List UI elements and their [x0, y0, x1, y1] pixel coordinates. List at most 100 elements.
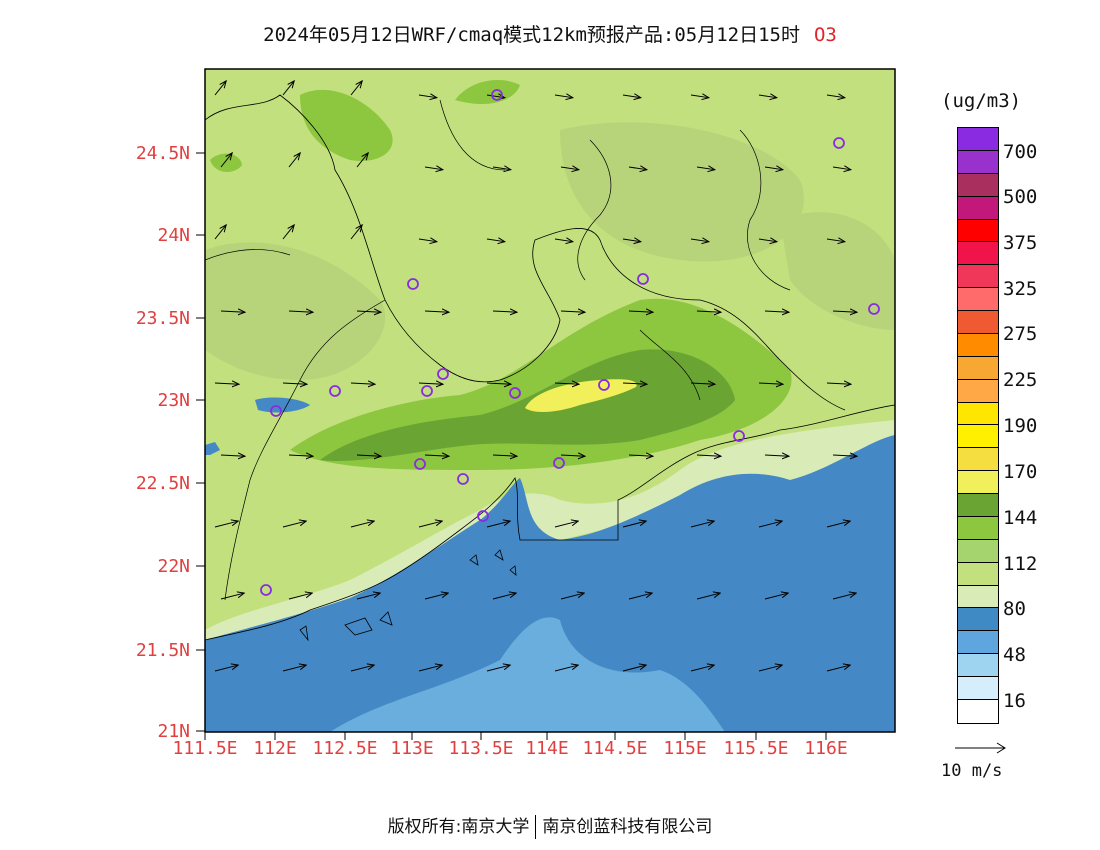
wind-arrow — [282, 383, 307, 384]
legend-label: 500 — [1003, 186, 1038, 208]
x-tick-label: 116E — [804, 738, 848, 759]
legend-color-box — [958, 402, 998, 426]
monitoring-station-marker — [637, 273, 649, 285]
wind-arrow — [690, 383, 715, 384]
wind-arrow — [622, 95, 641, 98]
wind-arrow — [220, 311, 245, 312]
legend-color-box — [958, 425, 998, 449]
wind-arrow — [622, 239, 641, 242]
x-tick-label: 112.5E — [312, 738, 378, 759]
monitoring-station-marker — [509, 387, 521, 399]
wind-vectors — [214, 81, 857, 672]
wind-arrow — [554, 239, 573, 242]
x-tick-label: 111.5E — [172, 738, 238, 759]
x-tick-label: 115E — [663, 738, 707, 759]
wind-arrow — [350, 665, 374, 672]
legend-unit: (ug/m3) — [941, 90, 1022, 112]
wind-arrow — [356, 455, 381, 456]
wind-arrow — [220, 153, 232, 168]
monitoring-station-marker — [260, 584, 272, 596]
legend-color-box — [958, 562, 998, 586]
legend-label: 16 — [1003, 690, 1026, 712]
footer-right: 南京创蓝科技有限公司 — [542, 817, 713, 837]
wind-arrow — [356, 153, 368, 168]
wind-arrow — [418, 521, 442, 528]
legend-color-box — [958, 356, 998, 380]
legend-color-box — [958, 219, 998, 243]
wind-arrow — [356, 311, 381, 312]
province-border — [205, 94, 846, 411]
islands — [299, 549, 517, 642]
wind-arrow — [832, 311, 857, 312]
monitoring-station-marker — [477, 510, 489, 522]
wind-arrow — [826, 383, 851, 384]
province-border — [224, 129, 791, 601]
y-ticks — [196, 152, 205, 732]
y-tick-label: 21.5N — [135, 640, 190, 661]
x-tick-label: 112E — [253, 738, 297, 759]
y-tick-label: 21N — [157, 721, 190, 742]
wind-arrow — [696, 311, 721, 312]
legend-label: 144 — [1003, 507, 1038, 529]
legend-color-box — [958, 677, 998, 700]
legend-color-box — [958, 196, 998, 220]
legend-color-box — [958, 654, 998, 677]
wind-arrow — [758, 665, 782, 672]
monitoring-station-marker — [733, 430, 745, 442]
elevated-zone-small — [210, 153, 242, 172]
lighter-sea-area — [330, 617, 725, 732]
legend-color-box — [958, 128, 998, 151]
monitoring-station-marker — [491, 89, 503, 101]
monitoring-station-marker — [329, 385, 341, 397]
wind-arrow — [492, 593, 516, 600]
y-tick-label: 23.5N — [135, 308, 190, 329]
monitoring-station-marker — [421, 385, 433, 397]
wind-arrow — [492, 455, 517, 456]
monitoring-station-marker — [598, 379, 610, 391]
wind-arrow — [764, 455, 789, 456]
wind-arrow — [288, 153, 300, 168]
monitoring-station-marker — [414, 458, 426, 470]
legend-label: 275 — [1003, 323, 1038, 345]
wind-arrow — [288, 455, 313, 456]
wind-arrow — [696, 167, 715, 170]
wind-arrow — [350, 521, 374, 528]
wind-arrow — [492, 167, 511, 170]
wind-arrow — [826, 521, 850, 528]
footer-left: 版权所有:南京大学 — [387, 817, 530, 837]
moderate-zone-ne — [780, 212, 895, 330]
wind-arrow — [486, 521, 510, 528]
legend-label: 375 — [1003, 232, 1038, 254]
x-tick-label: 113E — [390, 738, 434, 759]
wind-arrow — [418, 239, 437, 242]
wind-arrow — [288, 593, 312, 600]
y-tick-label: 22.5N — [135, 473, 190, 494]
wind-arrow — [622, 383, 647, 384]
wind-arrow — [622, 665, 646, 672]
wind-arrow — [826, 665, 850, 672]
wind-arrow — [554, 383, 579, 384]
wind-arrow — [560, 311, 585, 312]
wind-arrow — [758, 383, 783, 384]
y-tick-label: 24.5N — [135, 143, 190, 164]
wind-arrow — [690, 239, 709, 242]
wind-arrow — [282, 665, 306, 672]
wind-arrow — [690, 521, 714, 528]
wind-arrow — [350, 81, 362, 96]
wind-arrow — [424, 455, 449, 456]
legend-color-box — [958, 516, 998, 540]
wind-arrow — [826, 95, 845, 98]
x-tick-label: 113.5E — [448, 738, 514, 759]
legend-color-box — [958, 150, 998, 174]
monitoring-station-marker — [457, 473, 469, 485]
wind-arrow — [356, 593, 380, 600]
y-tick-label: 24N — [157, 225, 190, 246]
monitoring-station-marker — [407, 278, 419, 290]
wind-reference-arrow — [955, 742, 1006, 754]
species-label: O3 — [813, 24, 837, 46]
wind-arrow — [560, 455, 585, 456]
wind-arrow — [350, 225, 362, 240]
wind-arrow — [424, 311, 449, 312]
legend-color-box — [958, 379, 998, 403]
